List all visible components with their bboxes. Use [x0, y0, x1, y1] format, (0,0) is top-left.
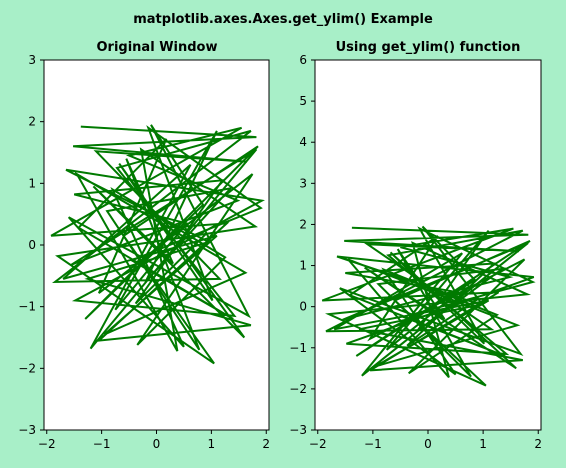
left-axes-title: Original Window — [97, 40, 218, 55]
right-y-tick-label: −3 — [289, 423, 307, 437]
right-y-tick-label: 4 — [299, 135, 307, 149]
right-series-line — [321, 225, 536, 387]
right-x-tick-label: 0 — [424, 437, 432, 451]
left-y-tick-label: 1 — [28, 176, 36, 190]
left-x-tick-label: −2 — [38, 437, 56, 451]
right-x-tick-label: −1 — [364, 437, 382, 451]
left-x-tick-label: −1 — [93, 437, 111, 451]
figure-title: matplotlib.axes.Axes.get_ylim() Example — [133, 12, 433, 27]
right-y-tick-label: 2 — [299, 217, 307, 231]
left-y-tick-label: −3 — [18, 423, 36, 437]
right-y-tick-label: −1 — [289, 341, 307, 355]
left-y-tick-label: 3 — [28, 53, 36, 67]
left-y-tick-label: 0 — [28, 238, 36, 252]
left-y-tick-label: −1 — [18, 300, 36, 314]
right-y-tick-label: 6 — [299, 53, 307, 67]
right-x-tick-label: 1 — [479, 437, 487, 451]
left-x-tick-label: 1 — [208, 437, 216, 451]
left-series-line — [50, 124, 265, 365]
right-axes: Using get_ylim() function −2 −1 0 1 2−3−2−10… — [289, 40, 542, 451]
right-y-tick-label: 5 — [299, 94, 307, 108]
right-axes-title: Using get_ylim() function — [336, 40, 521, 55]
right-y-tick-label: −2 — [289, 382, 307, 396]
right-x-tick-label: 2 — [534, 437, 542, 451]
right-y-tick-label: 1 — [299, 259, 307, 273]
left-x-tick-label: 0 — [153, 437, 161, 451]
right-x-tick-label: −2 — [309, 437, 327, 451]
left-x-tick-label: 2 — [262, 437, 270, 451]
left-y-tick-label: −2 — [18, 361, 36, 375]
right-y-tick-label: 0 — [299, 300, 307, 314]
left-plot-area — [43, 59, 270, 431]
left-y-tick-label: 2 — [28, 115, 36, 129]
right-y-tick-label: 3 — [299, 176, 307, 190]
